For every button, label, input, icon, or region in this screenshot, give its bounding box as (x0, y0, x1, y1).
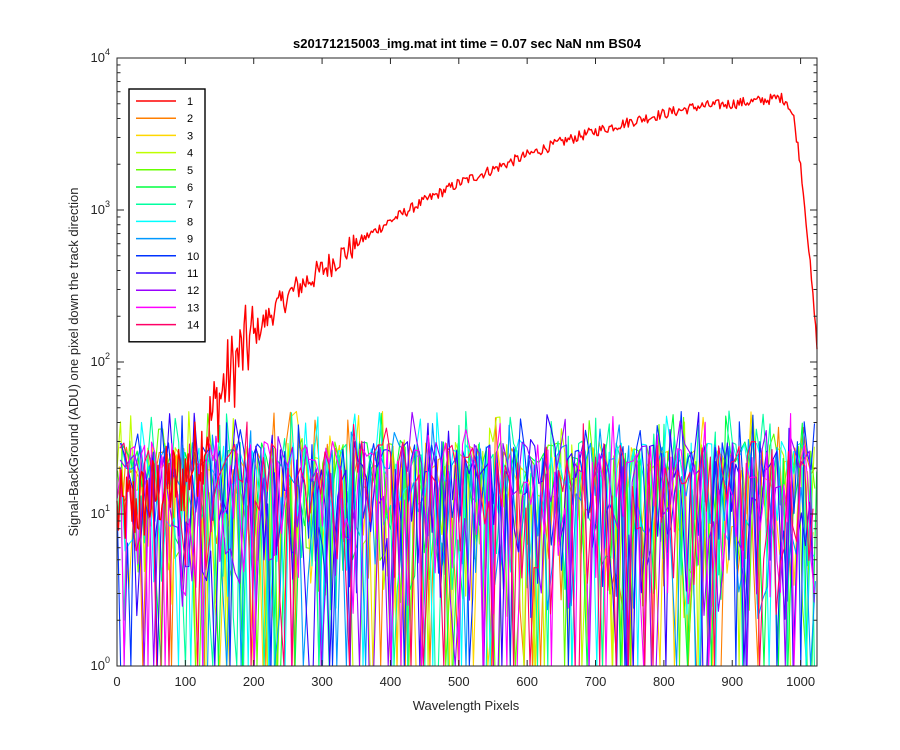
series-layer (116, 92, 818, 667)
legend-label-3: 3 (187, 130, 193, 142)
legend-label-11: 11 (187, 268, 198, 280)
axes-layer: 0 100 200 300 400 500 600 700 800 900 100010010110… (91, 47, 818, 689)
y-axis-label: Signal-BackGround (ADU) one pixel down t… (66, 187, 81, 536)
legend-label-8: 8 (187, 216, 193, 228)
legend-label-12: 12 (187, 285, 199, 297)
y-tick-label: 101 (91, 503, 110, 521)
legend-label-10: 10 (187, 251, 199, 263)
x-tick-label: 100 (175, 674, 197, 689)
y-tick-label: 102 (91, 351, 110, 369)
legend-label-7: 7 (187, 199, 193, 211)
x-tick-label: 1000 (786, 674, 815, 689)
legend-label-2: 2 (187, 113, 193, 125)
y-tick-label: 104 (91, 47, 110, 65)
series-line-12 (119, 411, 815, 667)
x-tick-label: 0 (113, 674, 120, 689)
legend-box (128, 88, 206, 343)
legend-label-5: 5 (187, 165, 193, 177)
legend-label-4: 4 (187, 148, 193, 160)
series-line-13 (116, 413, 816, 667)
y-tick-label: 100 (91, 655, 110, 673)
y-tick-label: 103 (91, 199, 110, 217)
x-tick-label: 400 (380, 674, 402, 689)
x-tick-label: 800 (653, 674, 675, 689)
series-line-1 (116, 92, 818, 539)
x-tick-label: 600 (516, 674, 538, 689)
x-tick-label: 900 (721, 674, 743, 689)
legend-label-9: 9 (187, 234, 193, 246)
series-line-7 (116, 410, 815, 667)
legend-label-1: 1 (187, 96, 193, 108)
x-tick-label: 300 (311, 674, 333, 689)
x-axis-label: Wavelength Pixels (413, 698, 520, 713)
legend-label-6: 6 (187, 182, 193, 194)
legend-label-14: 14 (187, 320, 199, 332)
series-line-14 (119, 421, 814, 667)
x-tick-label: 700 (585, 674, 607, 689)
legend-label-13: 13 (187, 302, 199, 314)
x-tick-label: 200 (243, 674, 265, 689)
series-line-11 (119, 411, 815, 667)
chart-title: s20171215003_img.mat int time = 0.07 sec… (293, 36, 642, 51)
x-tick-label: 500 (448, 674, 470, 689)
